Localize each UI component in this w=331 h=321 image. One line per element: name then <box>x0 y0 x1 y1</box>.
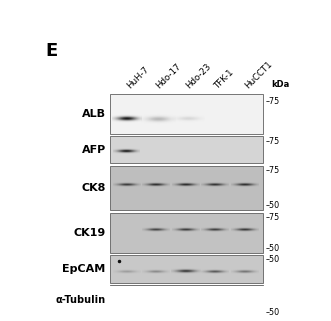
Text: Hdo-23: Hdo-23 <box>184 62 213 91</box>
Text: –75: –75 <box>265 97 280 106</box>
Text: –75: –75 <box>265 166 280 176</box>
Text: CK19: CK19 <box>73 228 106 238</box>
Text: –50: –50 <box>265 256 279 265</box>
Bar <box>110 213 263 253</box>
Text: AFP: AFP <box>81 145 106 155</box>
Text: –50: –50 <box>265 308 279 317</box>
Text: TFK-1: TFK-1 <box>213 68 236 91</box>
Bar <box>110 94 263 134</box>
Text: –75: –75 <box>265 213 280 222</box>
Text: kDa: kDa <box>271 80 290 89</box>
Bar <box>110 285 263 316</box>
Text: Hdo-17: Hdo-17 <box>155 62 183 91</box>
Text: E: E <box>45 42 58 60</box>
Bar <box>110 255 263 282</box>
Text: EpCAM: EpCAM <box>63 264 106 274</box>
Bar <box>110 166 263 210</box>
Text: CK8: CK8 <box>81 183 106 193</box>
Text: α-Tubulin: α-Tubulin <box>56 295 106 305</box>
Text: ALB: ALB <box>82 109 106 119</box>
Text: –75: –75 <box>265 137 280 146</box>
Text: –50: –50 <box>265 201 279 210</box>
Text: –50: –50 <box>265 244 279 253</box>
Text: HuH-7: HuH-7 <box>125 65 151 91</box>
Bar <box>110 136 263 163</box>
Text: HuCCT1: HuCCT1 <box>244 60 275 91</box>
